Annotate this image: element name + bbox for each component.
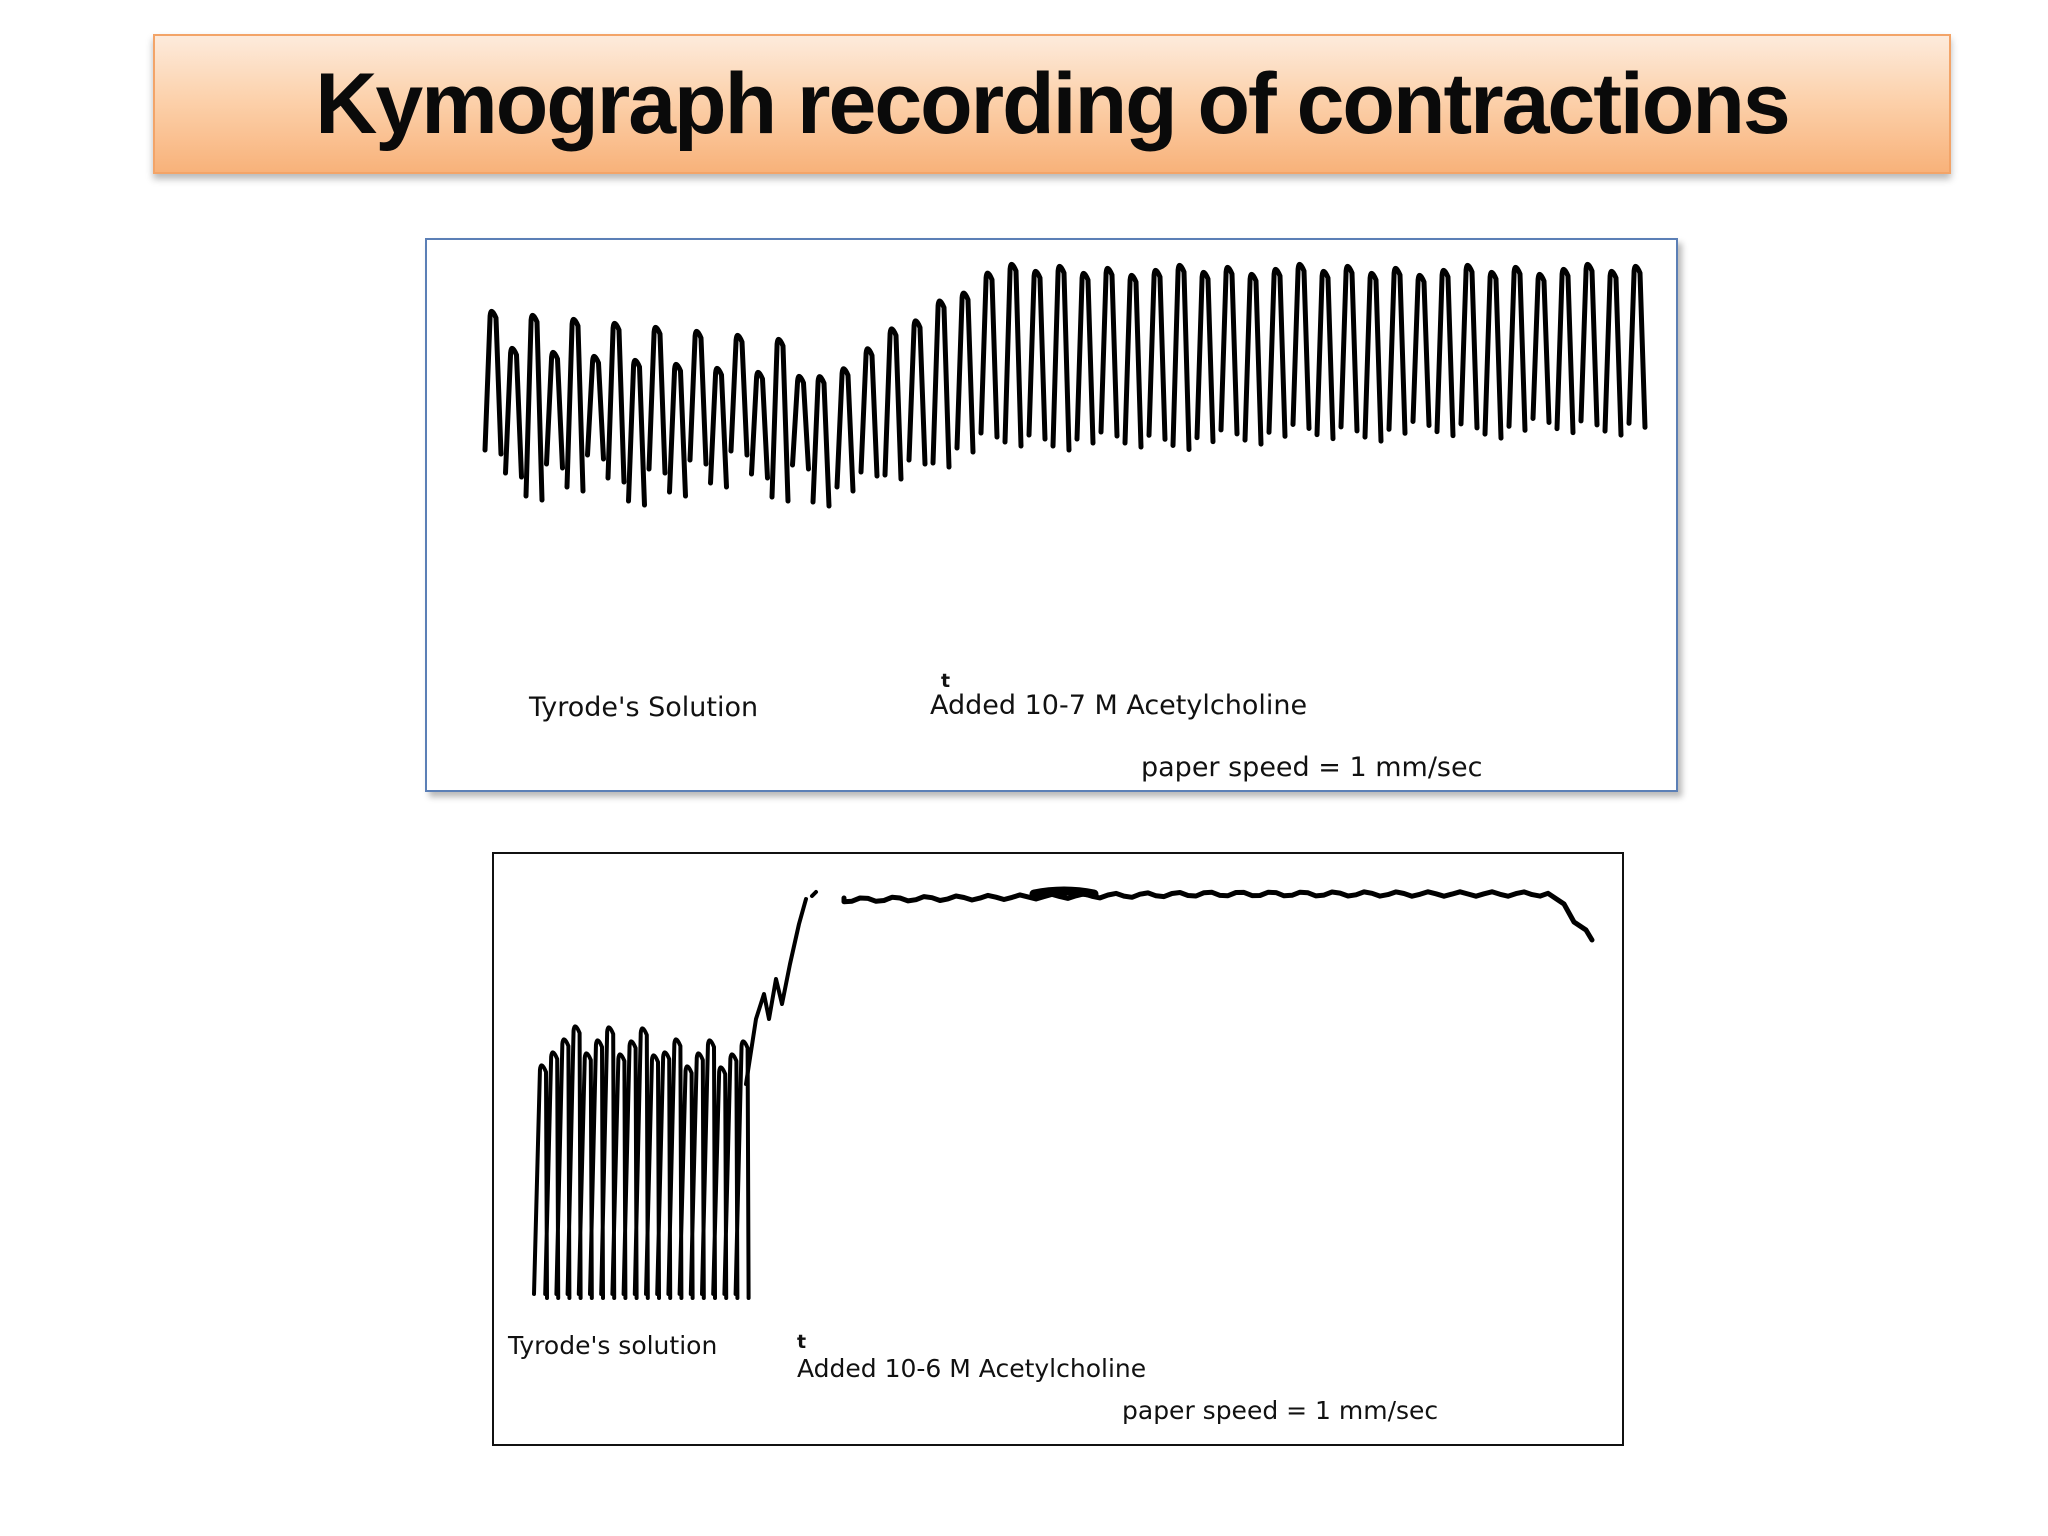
- plateau-thick-segment-2: [1029, 886, 1099, 899]
- contraction-waves-2: [532, 1024, 751, 1300]
- kymograph-panel-1: Tyrode's Solution t Added 10-7 M Acetylc…: [425, 238, 1678, 792]
- kymograph-trace-1: [482, 262, 1648, 509]
- contracture-rise-2: [744, 897, 808, 1086]
- kymograph-panel-2: Tyrode's solution t Added 10-6 M Acetylc…: [492, 852, 1624, 1446]
- contracture-plateau-2: [841, 889, 1595, 943]
- contracture-dot-2: [810, 890, 818, 898]
- slide-title: Kymograph recording of contractions: [315, 55, 1790, 152]
- baseline-label-1: Tyrode's Solution: [529, 692, 759, 723]
- addition-marker-1: t: [941, 670, 951, 692]
- paper-speed-label-2: paper speed = 1 mm/sec: [1122, 1396, 1439, 1425]
- added-acetylcholine-label-2: Added 10-6 M Acetylcholine: [797, 1354, 1147, 1383]
- addition-marker-2: t: [797, 1331, 807, 1353]
- paper-speed-label-1: paper speed = 1 mm/sec: [1141, 752, 1483, 783]
- kymograph-trace-2: [532, 886, 1595, 1300]
- title-banner: Kymograph recording of contractions: [153, 34, 1951, 174]
- added-acetylcholine-label-1: Added 10-7 M Acetylcholine: [930, 690, 1308, 721]
- contraction-waves-1: [482, 262, 1648, 509]
- baseline-label-2: Tyrode's solution: [508, 1331, 718, 1360]
